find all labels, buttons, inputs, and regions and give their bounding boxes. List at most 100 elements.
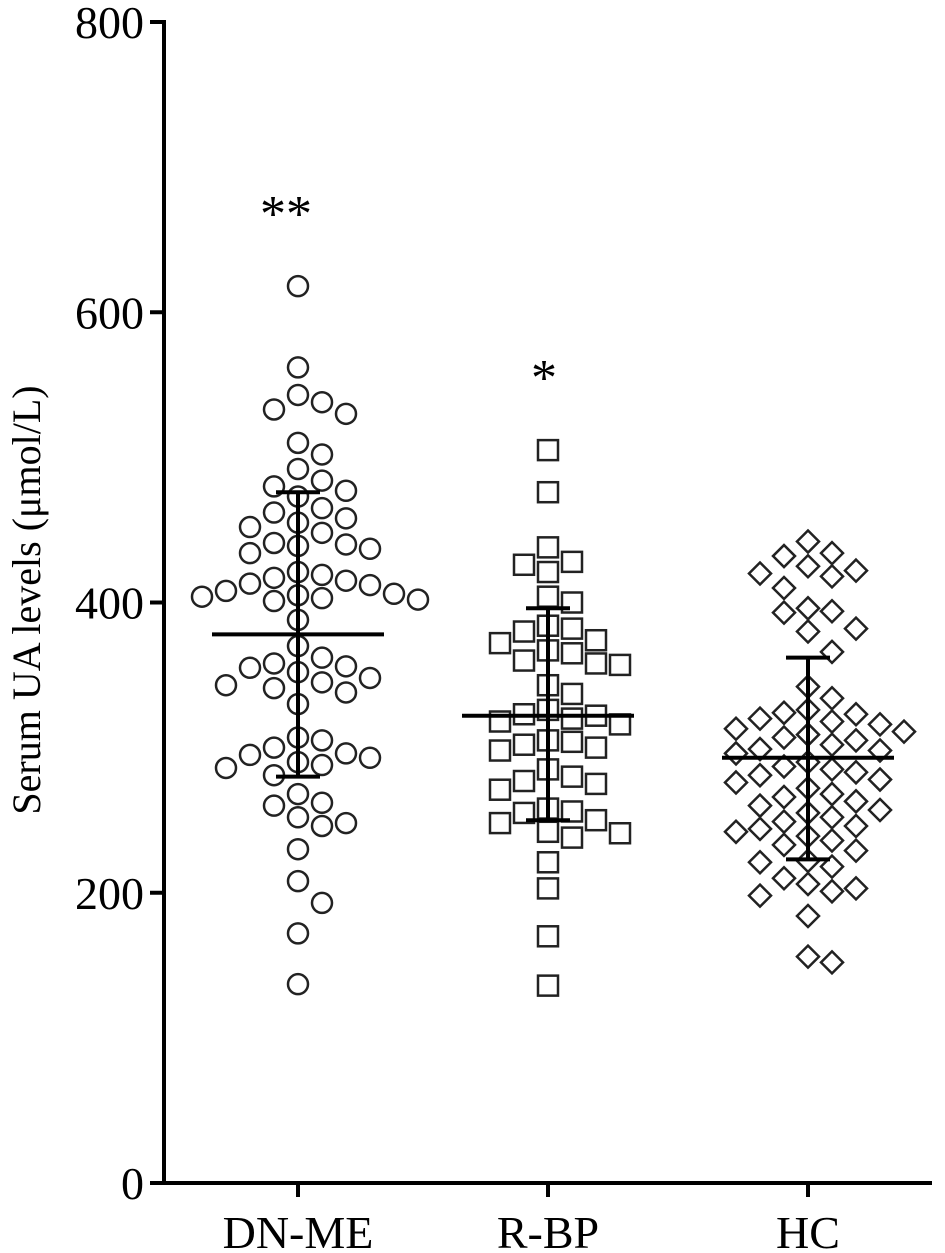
data-point xyxy=(723,819,749,845)
data-point xyxy=(843,837,869,864)
data-point xyxy=(286,837,310,861)
data-point xyxy=(262,676,286,700)
data-point xyxy=(488,811,512,835)
data-point xyxy=(867,711,893,738)
data-point xyxy=(584,628,608,652)
data-point xyxy=(560,642,584,665)
data-point xyxy=(238,572,262,595)
data-point xyxy=(584,772,608,796)
data-point xyxy=(771,599,797,626)
data-point xyxy=(795,871,821,897)
data-point xyxy=(819,731,845,758)
data-point xyxy=(819,756,845,783)
data-point xyxy=(358,573,382,597)
data-point xyxy=(536,536,560,559)
significance-marker: ** xyxy=(260,186,312,243)
data-point xyxy=(488,778,512,801)
data-point xyxy=(512,553,536,577)
data-point xyxy=(536,480,560,504)
data-point xyxy=(747,882,773,909)
data-point xyxy=(214,673,238,697)
data-point xyxy=(334,402,358,426)
data-point xyxy=(358,746,382,770)
data-point xyxy=(310,791,334,815)
data-point xyxy=(334,479,358,503)
data-point xyxy=(747,736,773,762)
data-point xyxy=(795,595,821,622)
data-point xyxy=(723,740,749,767)
data-point xyxy=(747,792,773,819)
data-point xyxy=(536,820,560,844)
data-point xyxy=(262,794,286,817)
data-point xyxy=(536,560,560,584)
data-point xyxy=(747,816,773,842)
y-tick-label: 400 xyxy=(75,578,144,629)
y-axis-title: Serum UA levels (μmol/L) xyxy=(4,385,49,814)
data-point xyxy=(406,588,430,611)
data-point xyxy=(238,541,262,565)
data-point xyxy=(310,646,334,669)
data-point xyxy=(771,543,797,569)
data-point xyxy=(867,797,893,823)
axes xyxy=(150,20,932,1197)
data-point xyxy=(747,560,773,587)
data-point xyxy=(488,739,512,762)
y-tick-label: 0 xyxy=(121,1158,144,1209)
data-point xyxy=(560,765,584,788)
data-point xyxy=(819,949,845,976)
data-point xyxy=(819,708,845,735)
data-point xyxy=(771,575,797,601)
data-point xyxy=(843,701,869,728)
data-point xyxy=(286,274,310,298)
data-point xyxy=(334,742,358,765)
data-point xyxy=(819,598,845,624)
data-point xyxy=(238,656,262,680)
data-point xyxy=(310,496,334,520)
data-point xyxy=(843,759,869,786)
data-point xyxy=(584,736,608,759)
data-point xyxy=(536,851,560,874)
data-point xyxy=(488,631,512,655)
data-point xyxy=(262,736,286,759)
data-point xyxy=(512,769,536,793)
data-point xyxy=(771,784,797,810)
data-point xyxy=(843,557,869,584)
data-point xyxy=(795,618,821,645)
data-point xyxy=(310,586,334,610)
data-point xyxy=(843,615,869,642)
data-point xyxy=(512,801,536,825)
data-point xyxy=(795,943,821,970)
data-point xyxy=(843,813,869,839)
data-point xyxy=(310,521,334,545)
data-point xyxy=(334,507,358,530)
data-point xyxy=(214,756,238,780)
data-point xyxy=(867,766,893,793)
data-point xyxy=(771,700,797,726)
data-point xyxy=(262,501,286,524)
data-point xyxy=(214,579,238,603)
data-point xyxy=(334,811,358,835)
data-point xyxy=(819,563,845,590)
x-category-label: R-BP xyxy=(497,1207,599,1253)
data-point xyxy=(512,620,536,643)
data-point xyxy=(560,617,584,640)
data-point xyxy=(310,469,334,492)
data-point xyxy=(843,875,869,902)
data-point xyxy=(536,974,560,997)
data-point xyxy=(262,652,286,675)
data-point xyxy=(262,398,286,421)
data-point xyxy=(382,582,406,606)
data-point xyxy=(238,743,262,767)
data-point xyxy=(819,540,845,566)
data-point xyxy=(795,528,821,555)
data-point xyxy=(891,718,917,745)
data-point xyxy=(334,569,358,592)
data-point xyxy=(262,589,286,613)
data-point xyxy=(536,438,560,462)
data-point xyxy=(584,808,608,832)
data-point xyxy=(286,457,310,481)
data-point xyxy=(608,653,632,677)
data-point xyxy=(512,733,536,756)
data-point xyxy=(819,781,845,807)
